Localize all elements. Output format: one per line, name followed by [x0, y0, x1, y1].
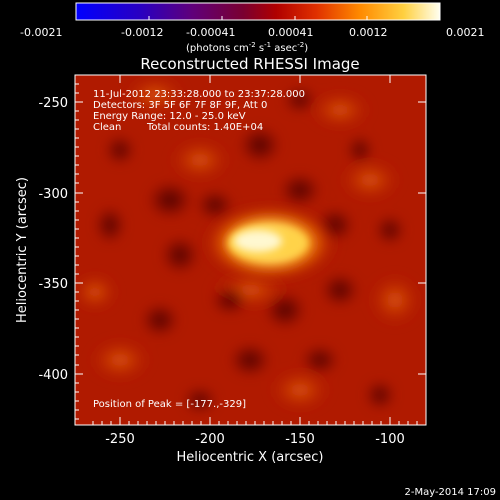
- colorbar-frame: [75, 2, 441, 21]
- x-tick-label: -100: [375, 432, 405, 447]
- y-axis-tick-labels: -250 -300 -350 -400: [38, 96, 68, 383]
- peak-position-text: Position of Peak = [-177.,-329]: [93, 399, 246, 410]
- algorithm-text: Clean: [93, 122, 121, 133]
- detectors-text: Detectors: 3F 5F 6F 7F 8F 9F, Att 0: [93, 100, 267, 111]
- x-tick-label: -200: [195, 432, 225, 447]
- image-annotations: 11-Jul-2012 23:33:28.000 to 23:37:28.000…: [93, 89, 305, 410]
- x-tick-label: -150: [285, 432, 315, 447]
- x-axis-title: Heliocentric X (arcsec): [177, 450, 324, 465]
- x-axis-ticks: [92, 75, 418, 425]
- x-tick-label: -250: [105, 432, 135, 447]
- rhessi-image: [75, 75, 426, 425]
- plot-frame: [74, 74, 427, 426]
- y-tick-label: -350: [38, 277, 68, 292]
- colorbar-tick-marks: [75, 16, 441, 20]
- x-axis-tick-labels: -250 -200 -150 -100: [105, 432, 405, 447]
- time-range-text: 11-Jul-2012 23:33:28.000 to 23:37:28.000: [93, 89, 305, 100]
- colorbar-tick-labels: -0.0021 -0.0012 -0.00041 0.00041 0.0012 …: [20, 26, 485, 39]
- colorbar-tick-label: -0.0012: [121, 26, 163, 39]
- y-axis-ticks: [75, 83, 426, 420]
- colorbar-units: (photons cm-2 s-1 asec-2): [186, 41, 308, 54]
- y-tick-label: -250: [38, 96, 68, 111]
- colorbar-tick-label: -0.0021: [20, 26, 62, 39]
- timestamp: 2-May-2014 17:09: [404, 487, 496, 498]
- y-tick-label: -400: [38, 368, 68, 383]
- plot-title: Reconstructed RHESSI Image: [140, 55, 359, 73]
- y-axis-title: Heliocentric Y (arcsec): [15, 177, 30, 323]
- colorbar-tick-label: 0.0012: [349, 26, 388, 39]
- hard-xray-source: [202, 205, 338, 281]
- colorbar-tick-label: -0.00041: [186, 26, 235, 39]
- y-tick-label: -300: [38, 187, 68, 202]
- colorbar-tick-label: 0.00041: [268, 26, 314, 39]
- total-counts-text: Total counts: 1.40E+04: [146, 122, 263, 133]
- colorbar: [76, 3, 440, 20]
- energy-range-text: Energy Range: 12.0 - 25.0 keV: [93, 111, 246, 122]
- colorbar-tick-label: 0.0021: [446, 26, 485, 39]
